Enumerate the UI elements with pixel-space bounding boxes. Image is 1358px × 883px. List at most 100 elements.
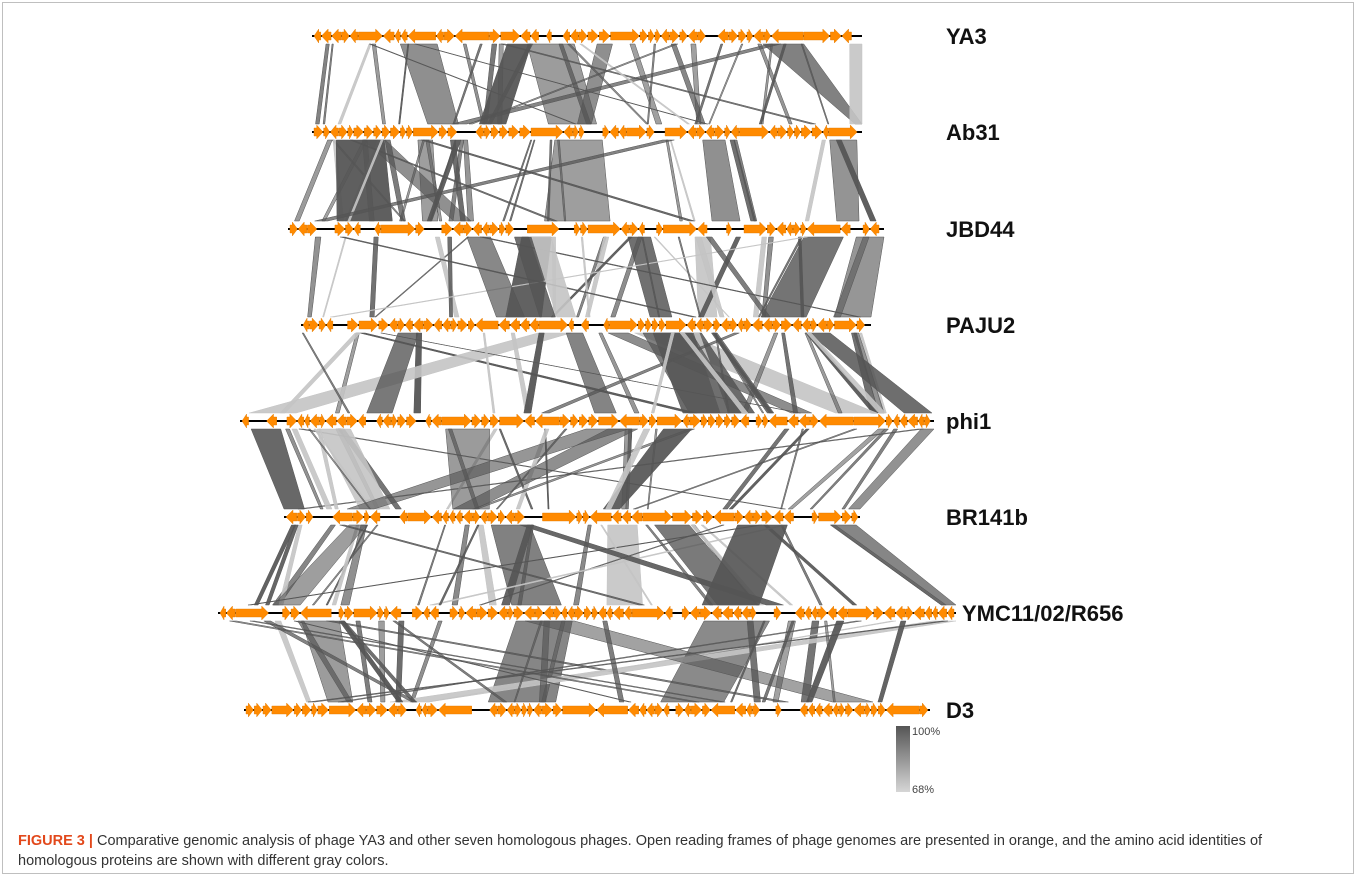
orf-arrow xyxy=(621,509,631,525)
orf-arrow xyxy=(452,221,464,237)
orf-arrow xyxy=(913,605,925,621)
orf-arrow xyxy=(806,221,841,237)
orf-arrow xyxy=(907,413,918,429)
orf-arrow xyxy=(811,124,823,140)
orf-arrow xyxy=(703,317,714,333)
orf-arrow xyxy=(752,702,760,718)
orf-arrow xyxy=(787,413,799,429)
homology-band xyxy=(762,43,863,125)
orf-arrow xyxy=(311,702,318,718)
orf-arrow xyxy=(352,509,365,525)
homology-band xyxy=(438,524,480,606)
orf-arrow xyxy=(499,413,525,429)
figure-caption: FIGURE 3 | Comparative genomic analysis … xyxy=(18,831,1338,871)
homology-band xyxy=(841,428,899,510)
orf-arrow xyxy=(761,509,773,525)
orf-arrow xyxy=(822,124,829,140)
orf-arrow xyxy=(309,317,319,333)
homology-band xyxy=(519,524,784,606)
orf-arrow xyxy=(389,605,402,621)
orf-arrow xyxy=(684,702,691,718)
orf-arrow xyxy=(353,605,378,621)
orf-arrow xyxy=(578,28,588,44)
orf-arrow xyxy=(639,413,649,429)
orf-arrow xyxy=(743,509,753,525)
orf-arrow xyxy=(773,509,784,525)
homology-band xyxy=(450,139,466,222)
orf-arrow xyxy=(885,702,920,718)
orf-arrow xyxy=(330,124,339,140)
orf-arrow xyxy=(476,605,488,621)
orf-arrow xyxy=(776,221,787,237)
orf-arrow xyxy=(885,413,893,429)
homology-band xyxy=(670,43,706,125)
orf-arrow xyxy=(527,221,560,237)
homology-band xyxy=(447,236,453,318)
homology-band xyxy=(315,43,330,125)
orf-arrow xyxy=(289,221,298,237)
orf-arrow xyxy=(606,605,613,621)
orf-arrow xyxy=(642,509,673,525)
orf-arrow xyxy=(818,413,854,429)
orf-arrow xyxy=(591,605,599,621)
orf-arrow xyxy=(569,28,579,44)
orf-arrow xyxy=(637,317,646,333)
homology-band xyxy=(758,43,787,125)
orf-arrow xyxy=(475,317,499,333)
orf-arrow xyxy=(347,317,359,333)
orf-arrow xyxy=(578,124,585,140)
orf-arrow xyxy=(331,28,342,44)
orf-arrow xyxy=(381,124,391,140)
homology-band xyxy=(728,428,810,510)
genome-label: PAJU2 xyxy=(946,313,1015,338)
orf-arrow xyxy=(817,605,828,621)
homology-band xyxy=(384,139,406,222)
orf-arrow xyxy=(804,605,812,621)
orf-arrow xyxy=(425,413,432,429)
orf-arrow xyxy=(836,605,848,621)
orf-arrow xyxy=(454,28,489,44)
legend-max-label: 100% xyxy=(912,726,940,738)
orf-arrow xyxy=(905,605,914,621)
homology-band xyxy=(468,43,679,125)
homology-band xyxy=(265,524,299,606)
orf-arrow xyxy=(648,28,655,44)
orf-arrow xyxy=(397,317,405,333)
orf-arrow xyxy=(792,317,802,333)
orf-arrow xyxy=(573,221,581,237)
orf-arrow xyxy=(919,702,929,718)
orf-arrow xyxy=(530,124,564,140)
orf-arrow xyxy=(851,509,859,525)
orf-arrow xyxy=(436,28,444,44)
orf-arrow xyxy=(562,28,570,44)
genome-tracks xyxy=(218,28,956,718)
homology-band xyxy=(780,428,804,510)
genome-comparison-diagram: YA3 Ab31 JBD44 PAJU2 phi1 BR141b YMC11/02/R656… xyxy=(218,24,1123,796)
homology-band xyxy=(525,620,874,703)
orf-arrow xyxy=(519,124,531,140)
orf-arrow xyxy=(598,28,611,44)
homology-band xyxy=(463,139,474,222)
orf-arrow xyxy=(559,413,571,429)
orf-arrow xyxy=(472,221,482,237)
orf-arrow xyxy=(664,124,688,140)
orf-arrow xyxy=(832,702,839,718)
orf-arrow xyxy=(815,702,823,718)
orf-arrow xyxy=(717,28,729,44)
orf-arrow xyxy=(658,317,666,333)
homology-band xyxy=(477,524,497,606)
homology-band xyxy=(229,620,700,703)
orf-arrow xyxy=(768,413,788,429)
orf-arrow xyxy=(499,124,509,140)
orf-arrow xyxy=(241,413,249,429)
orf-arrow xyxy=(387,702,398,718)
orf-arrow xyxy=(798,413,810,429)
homology-band xyxy=(629,43,663,125)
orf-arrow xyxy=(710,702,735,718)
orf-arrow xyxy=(893,413,900,429)
orf-arrow xyxy=(481,413,490,429)
orf-arrow xyxy=(700,413,708,429)
orf-arrow xyxy=(877,702,886,718)
orf-arrow xyxy=(471,413,482,429)
homology-band xyxy=(729,139,757,222)
